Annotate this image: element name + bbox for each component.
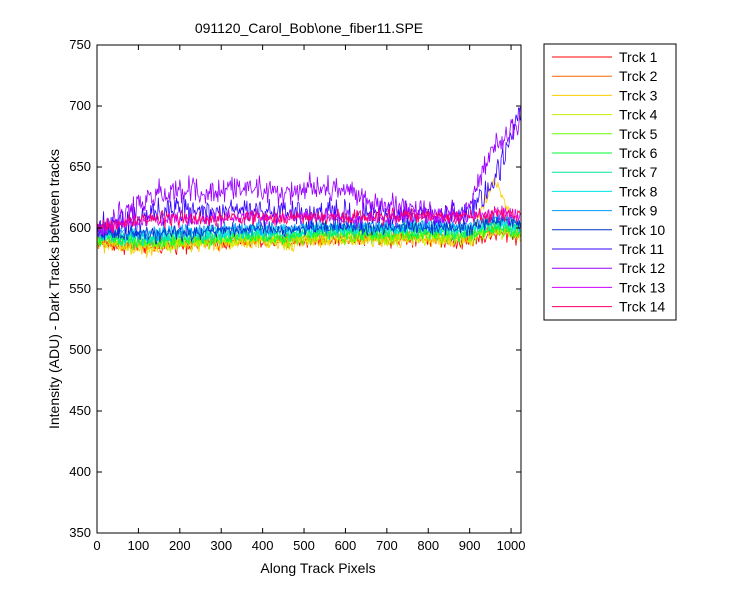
legend-label: Trck 11 xyxy=(619,241,664,257)
series-line-13 xyxy=(97,205,521,236)
x-tick-label: 300 xyxy=(210,538,232,553)
y-tick-label: 400 xyxy=(69,464,91,479)
legend-label: Trck 1 xyxy=(619,49,658,65)
y-tick-label: 650 xyxy=(69,159,91,174)
x-tick-label: 200 xyxy=(169,538,191,553)
legend-label: Trck 10 xyxy=(619,222,665,238)
legend: Trck 1 Trck 2 Trck 3 Trck 4 Trck 5 Trck 6 Trck… xyxy=(543,43,677,321)
x-tick-label: 800 xyxy=(417,538,439,553)
chart-title: 091120_Carol_Bob\one_fiber11.SPE xyxy=(195,20,423,36)
x-tick-label: 100 xyxy=(128,538,150,553)
y-tick-label: 750 xyxy=(69,37,91,52)
legend-label: Trck 14 xyxy=(619,299,665,315)
legend-box xyxy=(543,43,677,321)
x-tick-label: 1000 xyxy=(497,538,526,553)
x-tick-label: 500 xyxy=(293,538,315,553)
legend-label: Trck 4 xyxy=(619,107,658,123)
y-tick-label: 700 xyxy=(69,98,91,113)
series-line-8 xyxy=(97,215,521,247)
x-tick-label: 600 xyxy=(335,538,357,553)
series-line-5 xyxy=(97,221,521,250)
legend-label: Trck 5 xyxy=(619,126,658,142)
legend-label: Trck 7 xyxy=(619,164,658,180)
legend-label: Trck 9 xyxy=(619,203,658,219)
x-tick-label: 900 xyxy=(459,538,481,553)
y-axis: 350 400 450 500 550 600 650 700 750 xyxy=(69,37,521,540)
legend-label: Trck 8 xyxy=(619,183,658,199)
y-tick-label: 550 xyxy=(69,281,91,296)
y-tick-label: 350 xyxy=(69,525,91,540)
legend-label: Trck 13 xyxy=(619,279,665,295)
series-line-14 xyxy=(97,207,521,233)
legend-label: Trck 2 xyxy=(619,68,658,84)
x-tick-label: 400 xyxy=(252,538,274,553)
legend-label: Trck 6 xyxy=(619,145,658,161)
x-axis: 0 100 200 300 400 500 600 700 800 900 1000 xyxy=(93,45,526,553)
x-tick-label: 0 xyxy=(93,538,100,553)
y-tick-label: 500 xyxy=(69,342,91,357)
y-axis-label: Intensity (ADU) - Dark Tracks between tr… xyxy=(46,149,62,429)
x-axis-label: Along Track Pixels xyxy=(260,560,375,576)
series-line-11 xyxy=(97,107,521,241)
y-tick-label: 600 xyxy=(69,220,91,235)
legend-label: Trck 3 xyxy=(619,87,658,103)
series-layer xyxy=(97,106,521,259)
y-tick-label: 450 xyxy=(69,403,91,418)
x-tick-label: 700 xyxy=(376,538,398,553)
legend-label: Trck 12 xyxy=(619,260,665,276)
